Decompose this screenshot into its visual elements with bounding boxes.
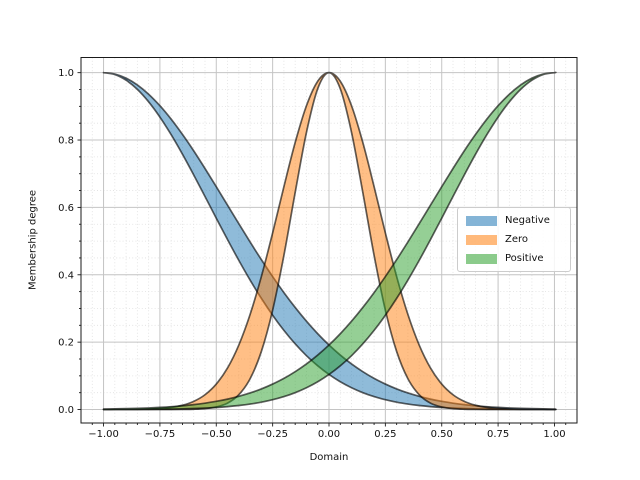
y-tick-label: 0.4	[58, 270, 74, 281]
legend-label-zero: Zero	[505, 234, 529, 245]
y-tick-label: 0.8	[58, 136, 74, 147]
x-tick-label: −0.25	[257, 429, 288, 440]
legend-entry-negative: Negative	[466, 214, 562, 227]
legend-swatch-positive-icon	[466, 253, 497, 264]
y-tick-label: 1.0	[58, 68, 74, 79]
y-tick-label: 0.0	[58, 405, 74, 416]
legend-swatch-zero-icon	[466, 234, 497, 245]
axis-ticks	[77, 72, 567, 427]
x-tick-label: 1.00	[543, 429, 565, 440]
tick-labels: −1.00 −0.75 −0.50 −0.25 0.00 0.25 0.50 0.75 1.00…	[58, 68, 565, 440]
x-tick-label: 0.25	[374, 429, 396, 440]
y-tick-label: 0.6	[58, 203, 74, 214]
y-axis-label: Membership degree	[27, 189, 39, 291]
x-tick-label: 0.50	[431, 429, 453, 440]
x-axis-label: Domain	[309, 452, 349, 463]
legend-swatch-negative-icon	[466, 215, 497, 226]
y-tick-label: 0.2	[58, 338, 74, 349]
x-tick-label: −0.50	[201, 429, 232, 440]
x-tick-label: −0.75	[145, 429, 176, 440]
legend-label-negative: Negative	[505, 215, 550, 226]
x-tick-label: 0.75	[487, 429, 509, 440]
legend-entry-zero: Zero	[466, 233, 562, 246]
band-zero	[102, 71, 557, 411]
legend-entry-positive: Positive	[466, 252, 562, 265]
band-positive	[102, 71, 557, 411]
legend-label-positive: Positive	[505, 253, 544, 264]
legend: Negative Zero Positive	[457, 207, 571, 272]
x-tick-label: 0.00	[318, 429, 340, 440]
x-tick-label: −1.00	[88, 429, 119, 440]
